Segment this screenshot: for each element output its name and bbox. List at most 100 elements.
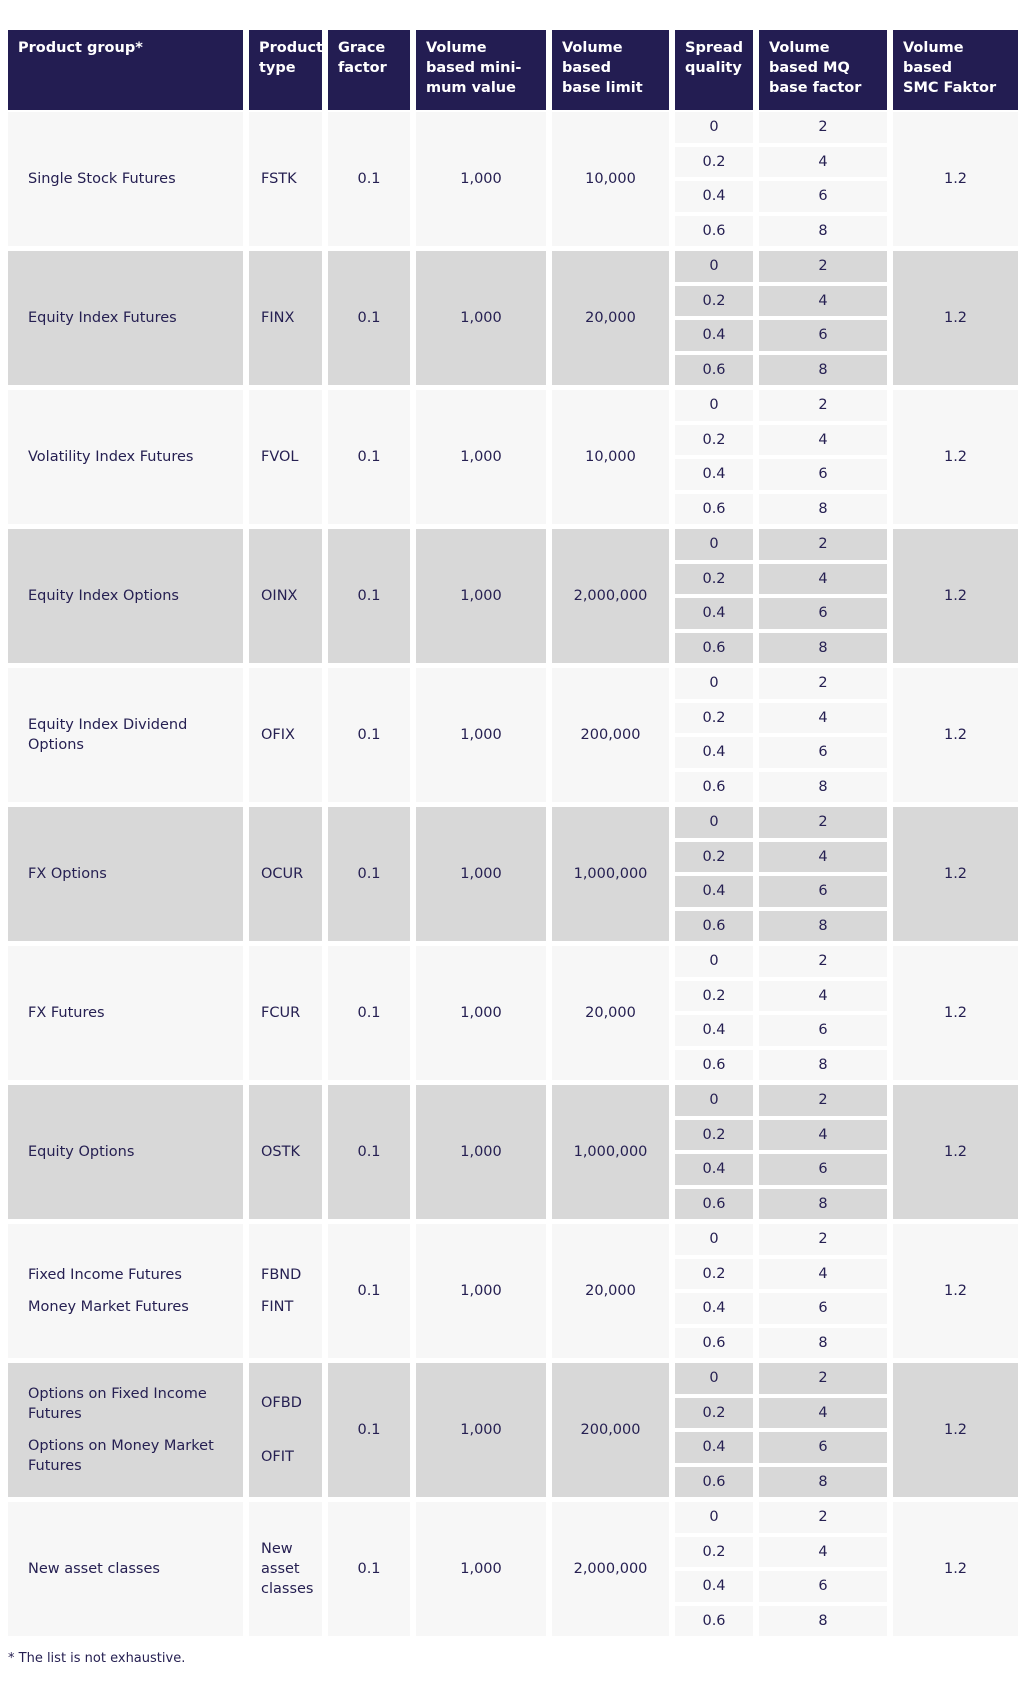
mq-base-factor-value: 4 — [759, 563, 887, 594]
product-group-cell: Fixed Income Futures Money Market Futures — [8, 1224, 243, 1358]
spread-quality-value: 0.6 — [675, 771, 753, 802]
product-type-label: FSTK — [261, 171, 297, 187]
smc-faktor-cell: 1.2 — [893, 668, 1018, 802]
product-type-label: OCUR — [261, 866, 304, 882]
mq-base-factor-value: 6 — [759, 1015, 887, 1046]
product-type-label: FINT — [261, 1299, 294, 1315]
grace-factor-cell: 0.1 — [328, 1224, 410, 1358]
spread-quality-value: 0 — [675, 251, 753, 282]
base-limit-cell: 2,000,000 — [552, 529, 669, 663]
mq-base-factor-value: 8 — [759, 215, 887, 246]
product-type-cell: OFBD OFIT — [249, 1363, 322, 1497]
mq-base-factor-value: 6 — [759, 459, 887, 490]
product-group-cell: Equity Index Futures — [8, 251, 243, 385]
smc-faktor-cell: 1.2 — [893, 1502, 1018, 1636]
spread-quality-value: 0.4 — [675, 181, 753, 212]
mq-base-factor-value: 6 — [759, 876, 887, 907]
smc-faktor-cell: 1.2 — [893, 1224, 1018, 1358]
spread-quality-value: 0.6 — [675, 215, 753, 246]
product-type-cell: FCUR — [249, 946, 322, 1080]
mq-base-factor-value: 4 — [759, 285, 887, 316]
spread-quality-value: 0.6 — [675, 354, 753, 385]
smc-faktor-cell: 1.2 — [893, 1085, 1018, 1219]
mq-base-factor-value: 8 — [759, 493, 887, 524]
product-group-row: Fixed Income Futures Money Market Futures… — [8, 1224, 1018, 1358]
base-limit-cell: 200,000 — [552, 1363, 669, 1497]
product-group-label: Volatility Index Futures — [28, 449, 194, 465]
product-group-label: FX Options — [28, 866, 107, 882]
product-type-label: OFIX — [261, 727, 295, 743]
spread-quality-value: 0.6 — [675, 910, 753, 941]
spread-quality-value: 0.4 — [675, 1015, 753, 1046]
smc-faktor-cell: 1.2 — [893, 529, 1018, 663]
table-header-row: Product group* Product type Grace factor… — [8, 30, 1018, 110]
product-group-row: Options on Fixed Income Futures Options o… — [8, 1363, 1018, 1497]
spread-quality-column: 0 0.2 0.4 0.6 — [675, 251, 753, 385]
product-group-label: New asset classes — [28, 1561, 160, 1577]
base-limit-cell: 1,000,000 — [552, 807, 669, 941]
spread-quality-column: 0 0.2 0.4 0.6 — [675, 668, 753, 802]
product-group-label: Single Stock Futures — [28, 171, 176, 187]
grace-factor-cell: 0.1 — [328, 807, 410, 941]
mq-base-factor-value: 2 — [759, 112, 887, 143]
smc-faktor-cell: 1.2 — [893, 946, 1018, 1080]
mq-base-factor-value: 8 — [759, 354, 887, 385]
spread-quality-value: 0.4 — [675, 1154, 753, 1185]
spread-quality-column: 0 0.2 0.4 0.6 — [675, 1502, 753, 1636]
grace-factor-cell: 0.1 — [328, 946, 410, 1080]
mq-base-factor-value: 2 — [759, 807, 887, 838]
grace-factor-cell: 0.1 — [328, 1085, 410, 1219]
spread-quality-value: 0 — [675, 946, 753, 977]
product-group-row: Single Stock Futures FSTK 0.1 1,000 10,000 0 0… — [8, 112, 1018, 246]
minimum-value-cell: 1,000 — [416, 807, 546, 941]
spread-quality-value: 0.6 — [675, 632, 753, 663]
spread-quality-value: 0 — [675, 1502, 753, 1533]
footnote: * The list is not exhaustive. — [8, 1651, 186, 1666]
product-type-label: OFBD — [261, 1395, 302, 1411]
base-limit-cell: 200,000 — [552, 668, 669, 802]
mq-base-factor-value: 4 — [759, 1258, 887, 1289]
product-group-cell: New asset classes — [8, 1502, 243, 1636]
mq-base-factor-value: 2 — [759, 1085, 887, 1116]
spread-quality-value: 0.4 — [675, 598, 753, 629]
grace-factor-cell: 0.1 — [328, 668, 410, 802]
spread-quality-column: 0 0.2 0.4 0.6 — [675, 1224, 753, 1358]
product-group-label: Money Market Futures — [28, 1299, 189, 1315]
product-group-row: FX Futures FCUR 0.1 1,000 20,000 0 0.2 0.4 0.6 2 4… — [8, 946, 1018, 1080]
mq-base-factor-value: 4 — [759, 1119, 887, 1150]
grace-factor-cell: 0.1 — [328, 112, 410, 246]
product-type-label: FCUR — [261, 1005, 301, 1021]
mq-base-factor-value: 2 — [759, 390, 887, 421]
base-limit-cell: 10,000 — [552, 390, 669, 524]
spread-quality-column: 0 0.2 0.4 0.6 — [675, 1085, 753, 1219]
product-type-cell: OCUR — [249, 807, 322, 941]
spread-quality-value: 0.4 — [675, 1571, 753, 1602]
product-type-cell: OINX — [249, 529, 322, 663]
spread-quality-value: 0.4 — [675, 1432, 753, 1463]
product-group-label: FX Futures — [28, 1005, 105, 1021]
spread-quality-value: 0 — [675, 1363, 753, 1394]
spread-quality-value: 0 — [675, 1224, 753, 1255]
spread-quality-value: 0.2 — [675, 563, 753, 594]
product-type-label: New asset classes — [261, 1541, 314, 1597]
spread-quality-column: 0 0.2 0.4 0.6 — [675, 946, 753, 1080]
minimum-value-cell: 1,000 — [416, 946, 546, 1080]
minimum-value-cell: 1,000 — [416, 668, 546, 802]
mq-base-factor-value: 2 — [759, 946, 887, 977]
product-type-cell: FSTK — [249, 112, 322, 246]
spread-quality-value: 0.2 — [675, 1119, 753, 1150]
product-group-row: New asset classes New asset classes 0.1 1,0… — [8, 1502, 1018, 1636]
spread-quality-value: 0.2 — [675, 1258, 753, 1289]
product-group-cell: Equity Index Options — [8, 529, 243, 663]
minimum-value-cell: 1,000 — [416, 390, 546, 524]
minimum-value-cell: 1,000 — [416, 1363, 546, 1497]
spread-quality-value: 0.2 — [675, 1397, 753, 1428]
header-spread-quality: Spread quality — [675, 30, 753, 110]
mq-base-factor-value: 2 — [759, 1363, 887, 1394]
